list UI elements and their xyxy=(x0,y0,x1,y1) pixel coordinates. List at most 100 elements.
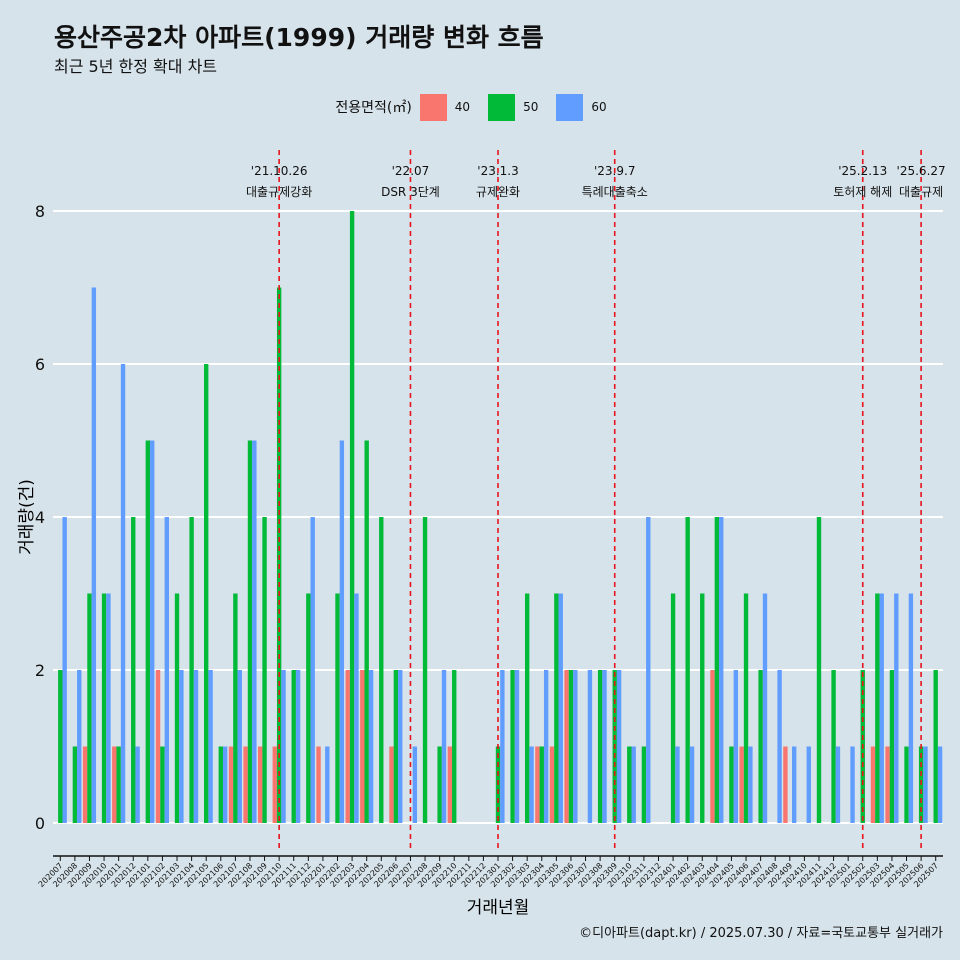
bar-60-202503 xyxy=(879,593,884,823)
bar-60-202105 xyxy=(208,670,213,823)
bars xyxy=(58,211,943,823)
bar-40-202107 xyxy=(228,746,234,823)
bar-40-202201 xyxy=(316,746,321,823)
bar-40-202304 xyxy=(535,746,540,823)
bar-40-202204 xyxy=(360,670,365,823)
bar-50-202411 xyxy=(816,517,822,823)
bar-40-202011 xyxy=(112,746,117,823)
bar-40-202203 xyxy=(345,670,350,823)
bar-40-202503 xyxy=(870,746,876,823)
bar-50-202306 xyxy=(568,670,574,823)
bar-60-202103 xyxy=(179,670,184,823)
bar-50-202112 xyxy=(306,593,311,823)
bar-60-202106 xyxy=(222,746,228,823)
bar-50-202205 xyxy=(379,517,384,823)
bar-40-202404 xyxy=(710,670,715,823)
bar-40-202306 xyxy=(564,670,569,823)
bar-50-202404 xyxy=(714,517,720,823)
bar-60-202407 xyxy=(762,593,768,823)
legend-label-60: 60 xyxy=(591,100,607,114)
bar-50-202405 xyxy=(729,746,734,823)
bar-50-202007 xyxy=(58,670,63,823)
bar-60-202501 xyxy=(850,746,855,823)
bar-50-202209 xyxy=(437,746,442,823)
y-tick-label: 0 xyxy=(35,814,45,833)
annotation-label: 대출규제강화 xyxy=(246,185,312,199)
chart-title: 용산주공2차 아파트(1999) 거래량 변화 흐름 xyxy=(54,23,544,52)
bar-60-202209 xyxy=(441,670,447,823)
legend-label-50: 50 xyxy=(523,100,539,114)
bar-50-202402 xyxy=(685,517,690,823)
annotation-date: '25.2.13 xyxy=(838,164,887,178)
bar-50-202504 xyxy=(889,670,895,823)
bar-50-202308 xyxy=(597,670,603,823)
bar-60-202405 xyxy=(733,670,739,823)
bar-60-202303 xyxy=(529,746,534,823)
bar-40-202409 xyxy=(783,746,788,823)
y-tick-label: 4 xyxy=(35,508,45,527)
bar-40-202504 xyxy=(885,746,890,823)
bar-50-202009 xyxy=(87,593,92,823)
bar-60-202305 xyxy=(558,593,563,823)
bar-60-202409 xyxy=(791,746,797,823)
bar-50-202103 xyxy=(174,593,180,823)
bar-60-202311 xyxy=(646,517,651,823)
bar-60-202202 xyxy=(339,440,345,823)
bar-60-202307 xyxy=(587,670,593,823)
legend: 전용면적(㎡) 40 50 60 xyxy=(0,92,960,122)
bar-60-202104 xyxy=(193,670,199,823)
bar-50-202107 xyxy=(233,593,238,823)
bar-60-202206 xyxy=(398,670,403,823)
bar-40-202110 xyxy=(272,746,277,823)
bar-50-202304 xyxy=(539,746,544,823)
bar-50-202108 xyxy=(247,440,253,823)
bar-40-202210 xyxy=(447,746,453,823)
legend-swatch-50 xyxy=(488,93,516,121)
bar-50-202311 xyxy=(641,746,647,823)
bar-60-202301 xyxy=(500,670,505,823)
bar-40-202102 xyxy=(155,670,161,823)
bar-40-202108 xyxy=(243,746,248,823)
bar-60-202408 xyxy=(777,670,782,823)
grid-lines xyxy=(53,210,943,824)
x-axis: 2020072020082020092020102020112020122021… xyxy=(37,855,943,889)
bar-60-202507 xyxy=(937,746,943,823)
bar-50-202412 xyxy=(831,670,836,823)
bar-50-202503 xyxy=(875,593,880,823)
bar-60-202108 xyxy=(252,440,257,823)
bar-60-202112 xyxy=(310,517,315,823)
bar-60-202102 xyxy=(164,517,169,823)
bar-50-202403 xyxy=(700,593,705,823)
bar-60-202304 xyxy=(543,670,549,823)
y-tick-label: 6 xyxy=(35,355,45,374)
y-axis-label: 거래량(건) xyxy=(17,479,37,555)
y-axis: 0 2 4 6 8 xyxy=(35,202,45,833)
bar-50-202302 xyxy=(510,670,515,823)
bar-50-202210 xyxy=(452,670,457,823)
annotation-date: '21.10.26 xyxy=(251,164,308,178)
x-axis-label: 거래년월 xyxy=(467,898,530,918)
y-tick-label: 2 xyxy=(35,661,45,680)
bar-60-202404 xyxy=(719,517,724,823)
bar-50-202208 xyxy=(422,517,428,823)
annotation-date: '23.9.7 xyxy=(594,164,635,178)
bar-50-202111 xyxy=(291,670,296,823)
legend-item-50: 50 xyxy=(488,93,544,121)
bar-60-202009 xyxy=(91,287,97,823)
bar-60-202011 xyxy=(120,364,126,823)
chart-subtitle: 최근 5년 한정 확대 차트 xyxy=(54,57,218,76)
bar-50-202105 xyxy=(204,364,209,823)
bar-60-202101 xyxy=(150,440,155,823)
legend-item-60: 60 xyxy=(556,93,612,121)
bar-60-202406 xyxy=(748,746,753,823)
caption: ©디아파트(dapt.kr) / 2025.07.30 / 자료=국토교통부 실… xyxy=(579,926,943,941)
bar-50-202505 xyxy=(904,746,909,823)
annotation-label: 규제완화 xyxy=(476,185,520,199)
annotation-date: '25.6.27 xyxy=(897,164,946,178)
legend-swatch-40 xyxy=(419,93,447,121)
bar-50-202010 xyxy=(101,593,107,823)
bar-60-202504 xyxy=(894,593,899,823)
bar-60-202412 xyxy=(835,746,841,823)
bar-50-202206 xyxy=(393,670,399,823)
